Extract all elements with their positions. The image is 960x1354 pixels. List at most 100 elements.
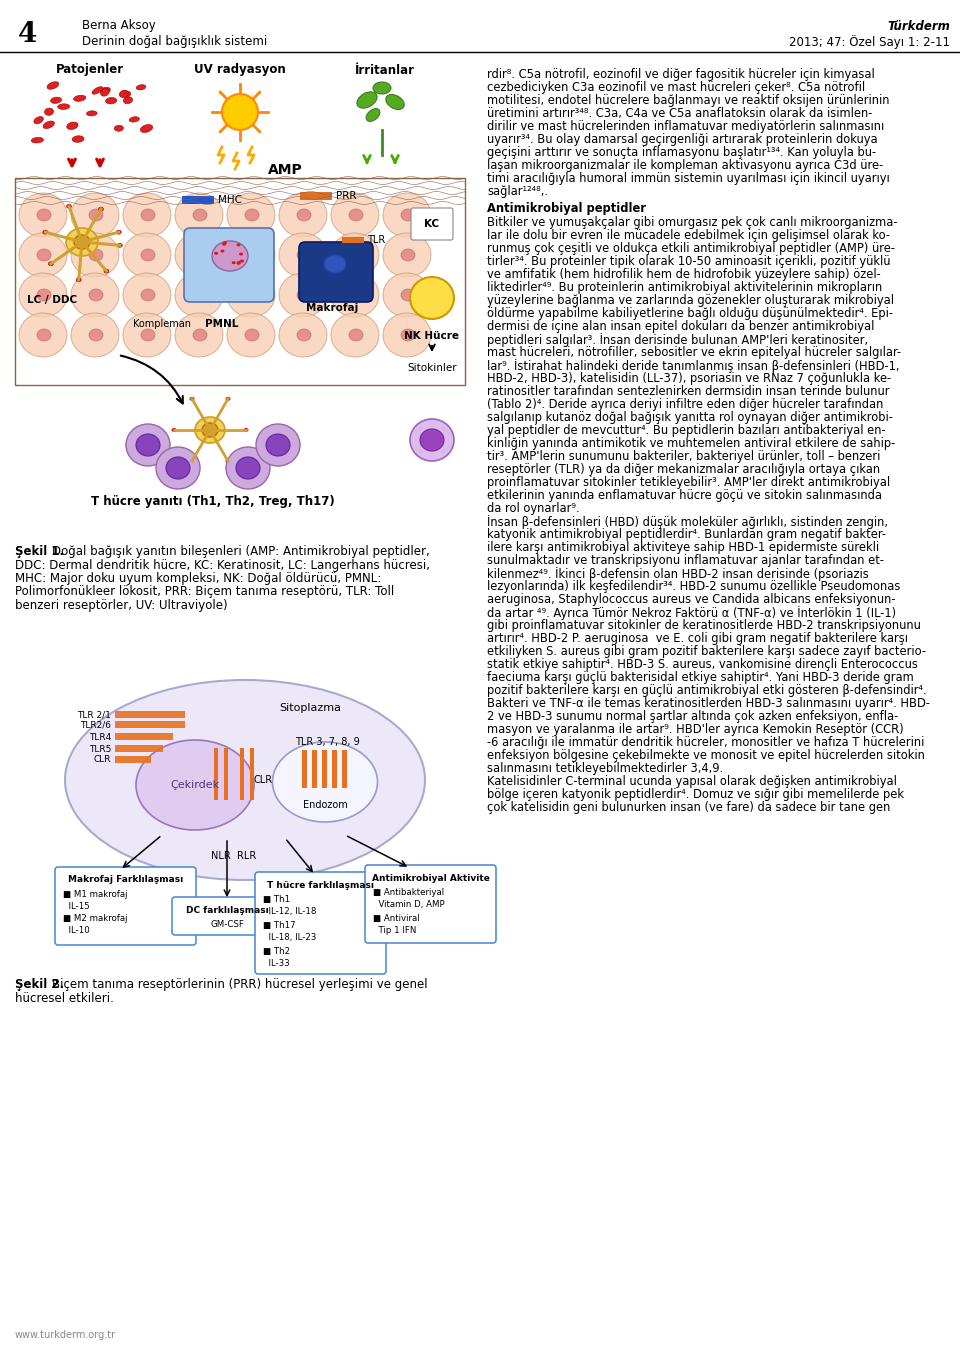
Ellipse shape xyxy=(58,104,70,110)
Ellipse shape xyxy=(236,261,241,265)
Text: benzeri reseptörler, UV: Ultraviyole): benzeri reseptörler, UV: Ultraviyole) xyxy=(15,598,228,612)
Text: IL-33: IL-33 xyxy=(263,959,290,968)
Text: IL-18, IL-23: IL-18, IL-23 xyxy=(263,933,317,942)
Text: faeciuma karşı güçlü bakterisidal etkiye sahiptir⁴. Yani HBD-3 deride gram: faeciuma karşı güçlü bakterisidal etkiye… xyxy=(487,672,914,684)
Ellipse shape xyxy=(104,269,108,274)
Text: kilenmez⁴⁹. İkinci β-defensin olan HBD-2 insan derisinde (psoriazis: kilenmez⁴⁹. İkinci β-defensin olan HBD-2… xyxy=(487,567,869,581)
Ellipse shape xyxy=(141,329,155,341)
Ellipse shape xyxy=(221,249,225,253)
Bar xyxy=(115,733,173,741)
Ellipse shape xyxy=(297,209,311,221)
Ellipse shape xyxy=(37,329,51,341)
Text: Antimikrobiyal Aktivite: Antimikrobiyal Aktivite xyxy=(372,873,490,883)
Text: T hücre yanıtı (Th1, Th2, Treg, Th17): T hücre yanıtı (Th1, Th2, Treg, Th17) xyxy=(91,496,335,509)
Ellipse shape xyxy=(256,424,300,466)
Ellipse shape xyxy=(401,288,415,301)
Text: ■ Th1: ■ Th1 xyxy=(263,895,290,904)
Ellipse shape xyxy=(226,459,230,463)
Ellipse shape xyxy=(227,233,275,278)
Ellipse shape xyxy=(123,194,171,237)
Text: Bakteri ve TNF-α ile temas keratinositlerden HBD-3 salınmasını uyarır⁴. HBD-: Bakteri ve TNF-α ile temas keratinositle… xyxy=(487,697,930,709)
Ellipse shape xyxy=(34,116,43,123)
Text: rdir⁸. C5a nötrofil, eozinofil ve diğer fagositik hücreler için kimyasal: rdir⁸. C5a nötrofil, eozinofil ve diğer … xyxy=(487,68,875,81)
Ellipse shape xyxy=(89,249,103,261)
Text: lar ile dolu bir evren ile mücadele edebilmek için gelişimsel olarak ko-: lar ile dolu bir evren ile mücadele edeb… xyxy=(487,229,890,242)
Bar xyxy=(115,745,163,751)
Ellipse shape xyxy=(74,236,90,249)
Text: öldürme yapabilme kabiliyetlerine bağlı olduğu düşünülmektedir⁴. Epi-: öldürme yapabilme kabiliyetlerine bağlı … xyxy=(487,307,893,320)
Ellipse shape xyxy=(245,249,259,261)
Ellipse shape xyxy=(222,242,227,245)
Text: ■ Antibakteriyal: ■ Antibakteriyal xyxy=(373,888,444,896)
Ellipse shape xyxy=(244,428,249,432)
Ellipse shape xyxy=(32,137,43,144)
Bar xyxy=(332,750,337,788)
Ellipse shape xyxy=(116,230,121,234)
Text: İrritanlar: İrritanlar xyxy=(355,64,415,76)
Text: yal peptidler de mevcuttur⁴. Bu peptidlerin bazıları antibakteriyal en-: yal peptidler de mevcuttur⁴. Bu peptidle… xyxy=(487,424,886,437)
Text: TLR5: TLR5 xyxy=(88,745,111,753)
Text: peptidleri salgılar³. İnsan derisinde bulunan AMP'leri keratinositer,: peptidleri salgılar³. İnsan derisinde bu… xyxy=(487,333,868,347)
Ellipse shape xyxy=(166,458,190,479)
Ellipse shape xyxy=(227,274,275,317)
Ellipse shape xyxy=(349,209,363,221)
Text: GM-CSF: GM-CSF xyxy=(210,919,245,929)
Ellipse shape xyxy=(273,742,377,822)
Text: laşan mikroorganizmalar ile kompleman aktivasyonu ayrıca C3d üre-: laşan mikroorganizmalar ile kompleman ak… xyxy=(487,158,883,172)
Ellipse shape xyxy=(156,447,200,489)
Text: Makrofaj: Makrofaj xyxy=(306,303,358,313)
Ellipse shape xyxy=(66,204,71,209)
Text: ilere karşı antimikrobiyal aktiviteye sahip HBD-1 epidermiste sürekli: ilere karşı antimikrobiyal aktiviteye sa… xyxy=(487,542,879,554)
Text: aeruginosa, Staphylococcus aureus ve Candida albicans enfeksiyonun-: aeruginosa, Staphylococcus aureus ve Can… xyxy=(487,593,896,607)
Text: Derinin doğal bağışıklık sistemi: Derinin doğal bağışıklık sistemi xyxy=(82,35,267,49)
FancyBboxPatch shape xyxy=(411,209,453,240)
Ellipse shape xyxy=(410,278,454,320)
Ellipse shape xyxy=(386,95,404,110)
Ellipse shape xyxy=(227,313,275,357)
Ellipse shape xyxy=(331,233,379,278)
Text: Endozom: Endozom xyxy=(302,800,348,810)
Ellipse shape xyxy=(136,85,146,89)
Text: IL-10: IL-10 xyxy=(63,926,89,936)
Text: UV radyasyon: UV radyasyon xyxy=(194,64,286,76)
Text: ratinositler tarafından sentezlenirken dermsidin insan terinde bulunur: ratinositler tarafından sentezlenirken d… xyxy=(487,385,890,398)
Bar xyxy=(302,750,307,788)
Text: TLR: TLR xyxy=(367,236,385,245)
Ellipse shape xyxy=(227,194,275,237)
Ellipse shape xyxy=(123,233,171,278)
Ellipse shape xyxy=(99,207,104,211)
Ellipse shape xyxy=(44,108,54,115)
Ellipse shape xyxy=(236,458,260,479)
Text: www.turkderm.org.tr: www.turkderm.org.tr xyxy=(15,1330,116,1340)
Ellipse shape xyxy=(136,435,160,456)
Bar xyxy=(15,177,465,385)
Ellipse shape xyxy=(236,244,241,246)
Text: lezyonlarında) ilk keşfedilendir³⁴. HBD-2 sunumu özellikle Pseudomonas: lezyonlarında) ilk keşfedilendir³⁴. HBD-… xyxy=(487,580,900,593)
Ellipse shape xyxy=(74,95,85,102)
Text: ■ Th17: ■ Th17 xyxy=(263,921,296,930)
Text: LC / DDC: LC / DDC xyxy=(27,295,77,305)
Ellipse shape xyxy=(172,428,177,432)
Text: 4: 4 xyxy=(18,20,37,47)
Ellipse shape xyxy=(266,435,290,456)
Ellipse shape xyxy=(65,680,425,880)
Ellipse shape xyxy=(120,91,131,97)
Bar xyxy=(342,237,364,242)
Text: Şekil 2.: Şekil 2. xyxy=(15,978,64,991)
Text: TLR2/6: TLR2/6 xyxy=(80,720,111,730)
Text: NK Hücre: NK Hücre xyxy=(404,330,460,341)
Text: TLR4: TLR4 xyxy=(88,733,111,742)
Text: Doğal bağışık yanıtın bileşenleri (AMP: Antimikrobiyal peptidler,: Doğal bağışık yanıtın bileşenleri (AMP: … xyxy=(52,546,430,558)
Ellipse shape xyxy=(383,194,431,237)
Text: bölge içeren katyonik peptidlerdir⁴. Domuz ve sığır gibi memelilerde pek: bölge içeren katyonik peptidlerdir⁴. Dom… xyxy=(487,788,904,802)
Text: timi aracılığıyla humoral immün sistemin uyarılması için ikincil uyarıyı: timi aracılığıyla humoral immün sistemin… xyxy=(487,172,890,185)
Ellipse shape xyxy=(126,424,170,466)
Ellipse shape xyxy=(130,116,139,122)
Ellipse shape xyxy=(89,209,103,221)
Text: artırır⁴. HBD-2 P. aeruginosa  ve E. coli gibi gram negatif bakterilere karşı: artırır⁴. HBD-2 P. aeruginosa ve E. coli… xyxy=(487,632,908,645)
Ellipse shape xyxy=(117,244,122,248)
Ellipse shape xyxy=(349,288,363,301)
Bar xyxy=(342,750,347,788)
Text: Biçem tanıma reseptörlerinin (PRR) hücresel yerleşimi ve genel: Biçem tanıma reseptörlerinin (PRR) hücre… xyxy=(52,978,427,991)
Text: CLR: CLR xyxy=(253,774,273,785)
